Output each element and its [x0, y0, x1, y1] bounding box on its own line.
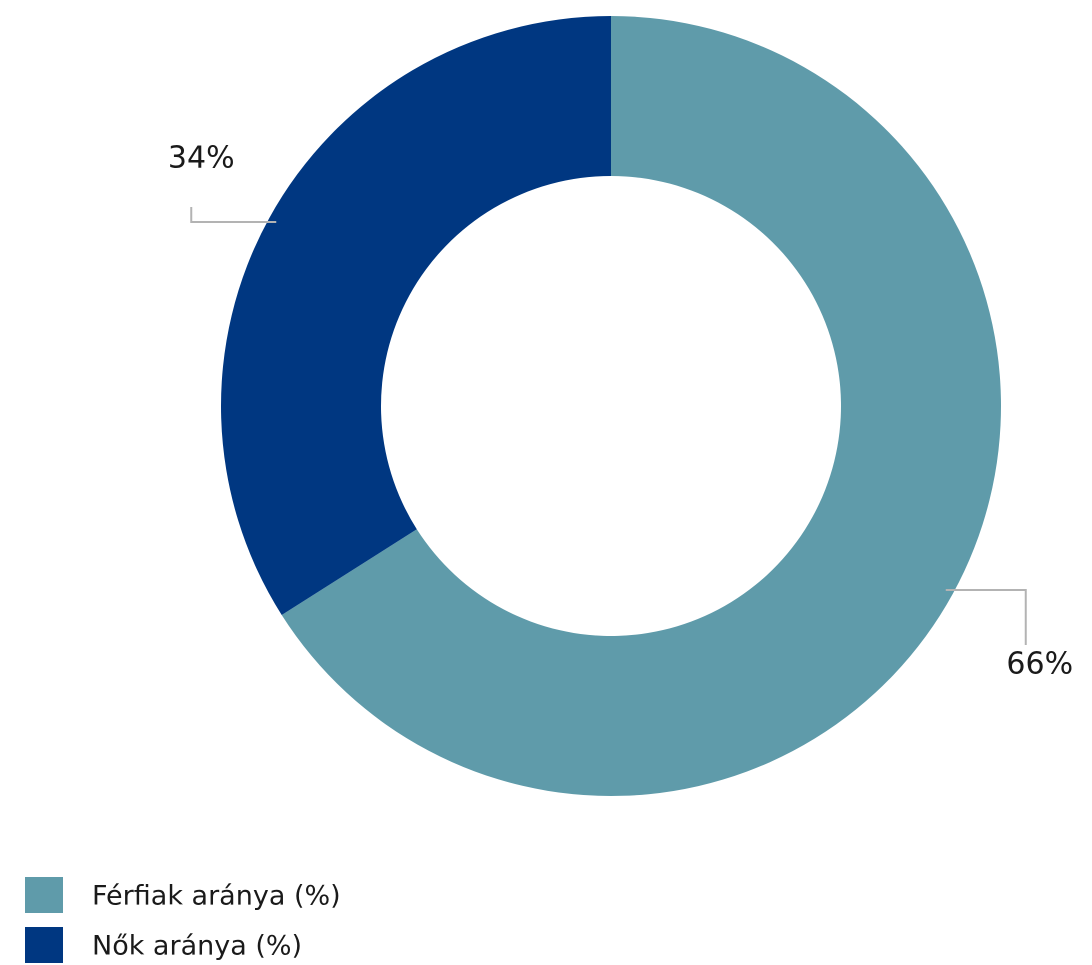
donut-slice: [281, 16, 1001, 796]
legend-label: Férfiak aránya (%): [92, 881, 341, 912]
value-label: 66%: [1006, 647, 1073, 682]
leader-line: [945, 589, 1027, 646]
legend-swatch: [25, 877, 63, 913]
leader-line: [190, 206, 277, 223]
legend-label: Nők aránya (%): [92, 931, 302, 962]
legend-swatch: [25, 927, 63, 963]
value-label: 34%: [168, 140, 235, 175]
donut-slice: [220, 16, 611, 615]
